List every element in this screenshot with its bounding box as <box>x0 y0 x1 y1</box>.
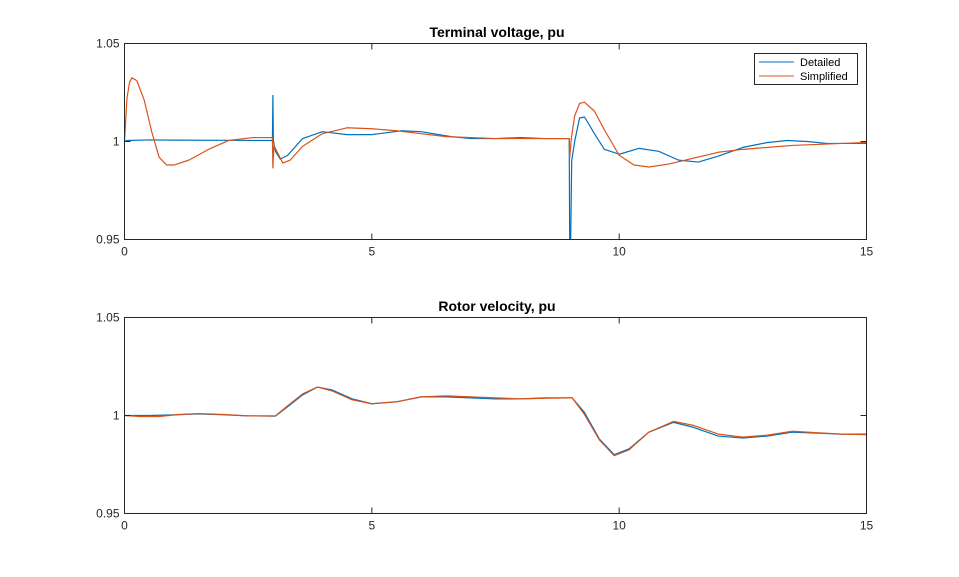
terminal-voltage-xtick-label: 15 <box>860 245 874 259</box>
terminal-voltage-title: Terminal voltage, pu <box>429 24 564 40</box>
terminal-voltage-axes: Terminal voltage, pu 0 5 10 15 0.95 1 1.05 Det… <box>96 24 873 259</box>
rotor-velocity-plot-area <box>124 386 867 457</box>
rotor-velocity-ytick-label: 0.95 <box>96 507 120 521</box>
rotor-velocity-axes: Rotor velocity, pu 0 5 10 15 0.95 1 1.05 <box>96 298 873 533</box>
legend-simplified-label: Simplified <box>800 71 848 83</box>
terminal-voltage-simplified-series-line <box>124 77 867 169</box>
legend-box <box>754 53 858 85</box>
rotor-velocity-title: Rotor velocity, pu <box>438 298 555 314</box>
terminal-voltage-ytick-label: 1.05 <box>96 37 120 51</box>
terminal-voltage-ytick-label: 1 <box>113 135 120 149</box>
terminal-voltage-ytick-label: 0.95 <box>96 233 120 247</box>
terminal-voltage-xtick-label: 0 <box>121 245 128 259</box>
rotor-velocity-ytick-label: 1 <box>113 409 120 423</box>
rotor-velocity-xtick-label: 5 <box>368 519 375 533</box>
terminal-voltage-plot-area <box>124 77 867 240</box>
rotor-velocity-xtick-label: 0 <box>121 519 128 533</box>
rotor-velocity-xtick-label: 15 <box>860 519 874 533</box>
rotor-velocity-simplified-series-line <box>124 386 867 457</box>
rotor-velocity-ticks: 0 5 10 15 0.95 1 1.05 <box>96 311 873 533</box>
terminal-voltage-xtick-label: 5 <box>368 245 375 259</box>
terminal-voltage-xtick-label: 10 <box>612 245 626 259</box>
rotor-velocity-ytick-label: 1.05 <box>96 311 120 325</box>
terminal-voltage-ticks: 0 5 10 15 0.95 1 1.05 <box>96 37 873 259</box>
rotor-velocity-xtick-label: 10 <box>612 519 626 533</box>
legend-detailed-label: Detailed <box>800 57 840 69</box>
legend: Detailed Simplified <box>754 53 858 85</box>
